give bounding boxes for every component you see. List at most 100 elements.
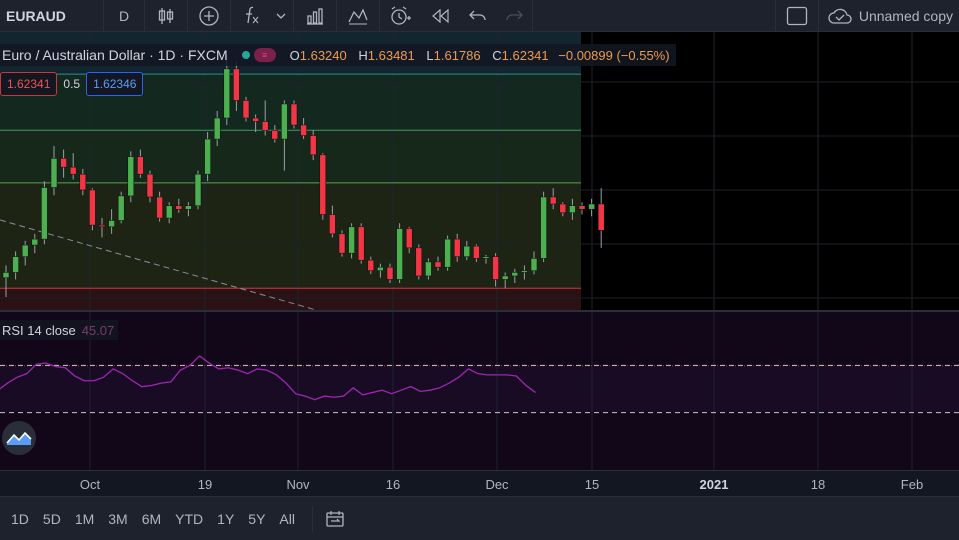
trend-line xyxy=(0,219,317,311)
high-value: 1.63481 xyxy=(367,47,415,63)
candle-body xyxy=(444,238,451,268)
indicators-dropdown-button[interactable] xyxy=(269,0,293,32)
alert-button[interactable] xyxy=(380,0,420,32)
range-3m-button[interactable]: 3M xyxy=(108,510,128,527)
candle-body xyxy=(2,272,10,278)
close-value: 1.62341 xyxy=(501,47,549,63)
candle-body xyxy=(137,156,144,175)
range-6m-button[interactable]: 6M xyxy=(141,510,162,527)
candle-body xyxy=(511,272,519,277)
drawing-icon xyxy=(348,7,368,25)
candle-body xyxy=(156,196,163,219)
range-1m-button[interactable]: 1M xyxy=(74,510,95,527)
candle-body xyxy=(127,156,135,197)
low-label: L xyxy=(426,47,434,63)
rsi-title: RSI 14 close xyxy=(2,322,76,338)
redo-icon xyxy=(506,10,523,20)
price-chart[interactable] xyxy=(0,32,959,470)
candle-body xyxy=(559,203,567,214)
quote-panel: 1.62341 0.5 1.62346 xyxy=(0,72,144,96)
redo-button[interactable] xyxy=(496,0,532,32)
candle-body xyxy=(213,117,221,140)
symbol-search-button[interactable]: EURAUD xyxy=(0,0,104,32)
level-zone xyxy=(0,288,581,310)
market-status-dot xyxy=(241,51,250,59)
time-label: 18 xyxy=(810,477,826,492)
toolbar-divider xyxy=(187,0,188,32)
range-bar: 1D 5D 1M 3M 6M YTD 1Y 5Y All xyxy=(0,496,959,540)
fullscreen-button[interactable] xyxy=(776,0,818,32)
legend-title[interactable]: Euro / Australian Dollar · 1D · FXCM xyxy=(2,47,228,63)
drawing-button[interactable] xyxy=(337,0,379,32)
candle-body xyxy=(69,166,77,175)
data-window-toggle[interactable]: ≡ xyxy=(253,48,276,62)
candle-body xyxy=(319,154,327,215)
top-toolbar: EURAUD D Unnamed c xyxy=(0,0,959,32)
candle-body xyxy=(108,220,115,228)
level-zone xyxy=(0,130,581,183)
candle-body xyxy=(329,214,336,235)
compare-button[interactable] xyxy=(188,0,230,32)
range-all-button[interactable]: All xyxy=(279,510,295,527)
range-ytd-button[interactable]: YTD xyxy=(175,510,204,527)
candle-body xyxy=(21,244,29,257)
candle-body xyxy=(12,256,19,273)
candle-body xyxy=(501,275,509,280)
candle-body xyxy=(492,256,499,280)
time-label: Nov xyxy=(286,477,310,492)
buy-button[interactable]: 1.62346 xyxy=(86,72,144,96)
range-1y-button[interactable]: 1Y xyxy=(217,510,235,527)
candle-body xyxy=(396,228,403,280)
layout-name-button[interactable]: Unnamed copy xyxy=(819,7,959,25)
time-axis[interactable]: Oct 19 Nov 16 Dec 15 2021 18 Feb xyxy=(0,470,959,496)
candle-body xyxy=(578,205,586,210)
candle-body xyxy=(453,238,461,257)
range-1d-button[interactable]: 1D xyxy=(11,510,29,527)
range-5y-button[interactable]: 5Y xyxy=(248,510,266,527)
candle-body xyxy=(309,135,317,156)
toolbar-divider xyxy=(379,0,380,32)
candle-body xyxy=(482,256,490,259)
goto-date-button[interactable] xyxy=(323,497,347,540)
candle-body xyxy=(175,205,183,210)
high-label: H xyxy=(358,47,368,63)
interval-button[interactable]: D xyxy=(104,0,144,32)
toolbar-divider xyxy=(144,0,145,32)
toolbar-right: Unnamed copy xyxy=(774,0,959,32)
candle-body xyxy=(425,261,432,277)
interval-label: D xyxy=(118,7,130,24)
candle-body xyxy=(79,173,87,191)
candle-body xyxy=(31,238,39,246)
time-label: Oct xyxy=(79,477,101,492)
alert-icon xyxy=(391,5,411,25)
templates-button[interactable] xyxy=(294,0,336,32)
candle-body xyxy=(242,100,250,119)
candle-body xyxy=(463,245,471,257)
candle-body xyxy=(405,228,413,249)
toolbar-divider xyxy=(774,0,776,32)
candle-body xyxy=(98,224,106,228)
candle-body xyxy=(357,226,365,261)
candle-body xyxy=(223,68,231,119)
sell-button[interactable]: 1.62341 xyxy=(0,72,58,96)
rsi-legend[interactable]: RSI 14 close 45.07 xyxy=(0,320,119,340)
bar-style-button[interactable] xyxy=(145,0,187,32)
time-label: 15 xyxy=(584,477,600,492)
candle-body xyxy=(60,158,67,168)
change-value: −0.00899 (−0.55%) xyxy=(558,47,670,63)
indicators-button[interactable] xyxy=(231,0,269,32)
layout-name-label: Unnamed copy xyxy=(858,8,953,24)
toolbar-divider xyxy=(311,505,313,532)
candle-body xyxy=(261,121,269,131)
undo-button[interactable] xyxy=(460,0,496,32)
candle-body xyxy=(233,68,240,101)
candle-body xyxy=(588,203,595,210)
candle-body xyxy=(146,173,154,198)
replay-button[interactable] xyxy=(420,0,460,32)
candle-body xyxy=(348,226,355,254)
candle-body xyxy=(540,196,547,259)
tradingview-logo[interactable] xyxy=(2,421,36,455)
open-label: O xyxy=(289,47,300,63)
time-label: Feb xyxy=(900,477,924,492)
range-5d-button[interactable]: 5D xyxy=(42,510,61,527)
